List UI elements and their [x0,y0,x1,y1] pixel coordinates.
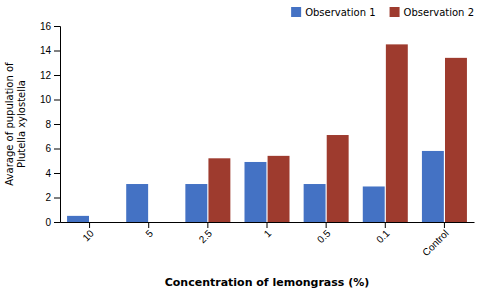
y-tick-mark [54,173,60,174]
bar [208,158,230,222]
y-tick-label: 14 [40,45,52,56]
bar-series [208,44,466,222]
y-tick-label: 4 [45,168,51,179]
y-tick: 10 [40,94,60,105]
x-axis: 10 5 2.5 1 0.5 0.1 Control [61,222,475,258]
legend-swatch [291,7,301,17]
y-tick-mark [54,100,60,101]
y-axis-line [54,27,61,223]
y-tick-mark [54,51,60,52]
x-tick: 0.5 [315,222,333,245]
x-tick: Control [420,222,451,258]
legend-item: Observation 2 [390,7,474,18]
legend-label: Observation 2 [404,7,474,18]
x-tick-mark [267,222,268,228]
y-tick-mark [54,26,60,27]
y-axis: 0 2 4 6 8 10 12 14 16 [40,21,61,228]
y-tick-mark [54,124,60,125]
y-axis-title: Avarage of pupulation ofPlutella xyloste… [4,62,27,186]
y-tick-label: 0 [45,217,51,228]
x-tick-label: 0.5 [315,227,333,245]
bars [67,44,467,222]
x-tick: 10 [80,222,96,243]
y-tick-label: 16 [40,21,52,32]
x-tick-mark [148,222,149,228]
x-tick-label: 1 [262,227,274,239]
y-tick-label: 6 [45,143,51,154]
y-tick-mark [54,149,60,150]
y-tick-label: 10 [40,94,52,105]
x-tick: 1 [262,222,274,239]
bar [422,151,444,222]
y-tick: 2 [45,192,60,203]
y-tick: 8 [45,119,60,130]
x-tick-mark [444,222,445,228]
x-tick-label: 5 [143,227,155,239]
x-tick: 2.5 [197,222,215,245]
bar [185,184,207,222]
y-tick-label: 12 [40,70,52,81]
x-tick: 5 [143,222,155,239]
bar [126,184,148,222]
chart: 0 2 4 6 8 10 12 14 16 10 5 2.5 1 0.5 0.1 Control Concent… [0,0,486,294]
x-tick-mark [385,222,386,228]
y-tick-label: 2 [45,192,51,203]
y-tick: 4 [45,168,60,179]
x-tick-mark [89,222,90,228]
x-tick-label: 0.1 [374,227,392,245]
y-tick: 0 [45,217,60,228]
bar [363,186,385,222]
legend-swatch [390,7,400,17]
x-tick-mark [326,222,327,228]
x-tick-label: 10 [80,227,96,243]
y-tick: 14 [40,45,60,56]
bar [445,58,467,222]
x-tick-mark [207,222,208,228]
x-tick: 0.1 [374,222,392,245]
bar [90,222,112,223]
plot: 0 2 4 6 8 10 12 14 16 10 5 2.5 1 0.5 0.1 Control [40,21,475,259]
y-tick-label: 8 [45,119,51,130]
x-tick-label: Control [420,228,451,259]
bar [268,156,290,222]
x-tick-label: 2.5 [197,227,215,245]
x-axis-title: Concentration of lemongrass (%) [165,276,370,289]
legend-item: Observation 1 [291,7,375,18]
legend-label: Observation 1 [305,7,375,18]
y-tick: 12 [40,70,60,81]
bar [327,135,349,222]
legend: Observation 1 Observation 2 [291,7,474,18]
y-tick-mark [54,198,60,199]
y-tick-mark [54,75,60,76]
bar [149,222,171,223]
bar [244,162,266,222]
bar [304,184,326,222]
y-tick: 6 [45,143,60,154]
y-tick: 16 [40,21,60,32]
bar [67,216,89,222]
y-tick-mark [54,222,60,223]
bar [386,44,408,222]
